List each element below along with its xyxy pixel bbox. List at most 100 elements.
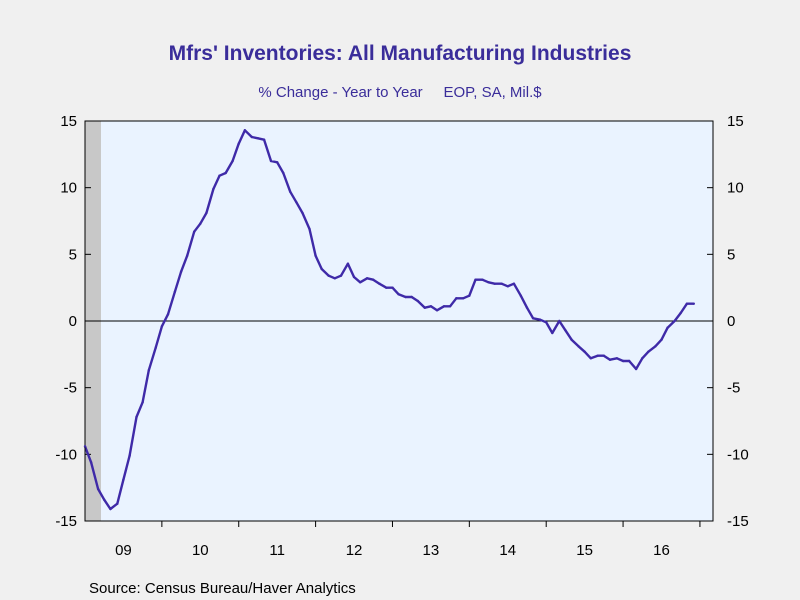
y-tick-label-right: -10 <box>727 446 749 463</box>
data-point <box>525 306 529 309</box>
data-point <box>519 294 522 297</box>
data-point <box>423 306 426 309</box>
y-tick-label-left: 5 <box>69 246 77 263</box>
y-tick-label-left: 0 <box>69 313 77 330</box>
data-point <box>545 321 548 324</box>
data-point <box>481 278 484 281</box>
data-point <box>429 305 433 308</box>
data-point <box>448 305 452 308</box>
data-point <box>179 270 183 273</box>
y-axis-left: 15 10 5 0 -5 -10 -15 <box>55 113 77 530</box>
y-tick-label-right: 15 <box>727 113 744 130</box>
y-tick-label-right: 5 <box>727 246 735 263</box>
data-point <box>596 354 599 357</box>
data-point <box>346 262 350 265</box>
data-point <box>628 359 631 363</box>
data-point <box>359 281 362 284</box>
data-point <box>308 227 311 231</box>
data-point <box>462 297 465 300</box>
data-point <box>660 338 663 341</box>
data-point <box>109 507 112 511</box>
data-point <box>205 211 208 215</box>
y-tick-label-left: 10 <box>60 180 77 197</box>
x-tick-label: 15 <box>576 542 593 559</box>
data-point <box>269 159 273 163</box>
data-point <box>679 311 682 315</box>
data-point <box>147 369 150 372</box>
y-tick-label-left: -5 <box>64 380 77 397</box>
data-point <box>122 478 125 481</box>
y-tick-label-right: 10 <box>727 180 744 197</box>
data-point <box>410 295 413 299</box>
data-point <box>621 359 625 363</box>
data-point <box>512 282 516 285</box>
data-point <box>685 302 689 305</box>
data-point <box>531 317 535 320</box>
data-point <box>333 277 336 280</box>
data-point <box>231 159 234 163</box>
data-point <box>474 278 477 281</box>
plot-frame <box>84 120 714 522</box>
data-point <box>301 211 304 215</box>
data-point <box>154 346 157 349</box>
data-point <box>339 274 343 277</box>
data-point <box>570 338 573 341</box>
data-point <box>295 201 298 204</box>
data-point <box>320 267 323 271</box>
data-point <box>173 290 177 293</box>
data-point <box>673 319 676 323</box>
data-point <box>103 498 106 501</box>
chart-subtitle: % Change - Year to Year EOP, SA, Mil.$ <box>258 84 542 101</box>
data-point <box>352 275 356 279</box>
data-point <box>224 171 227 175</box>
data-point <box>282 171 285 175</box>
data-point <box>583 350 586 353</box>
chart-title: Mfrs' Inventories: All Manufacturing Ind… <box>169 42 632 65</box>
data-point <box>666 326 669 329</box>
data-point <box>314 254 317 257</box>
data-point <box>615 357 619 360</box>
data-point <box>435 309 439 312</box>
x-tick-label: 16 <box>653 542 670 559</box>
data-point <box>237 142 240 145</box>
x-axis: 09 10 11 12 13 14 15 16 <box>115 542 670 559</box>
data-point <box>647 350 650 353</box>
data-point <box>416 299 419 303</box>
x-tick-label: 10 <box>192 542 209 559</box>
data-point <box>212 187 215 191</box>
data-point <box>602 354 605 357</box>
x-tick-label: 09 <box>115 542 132 559</box>
data-point <box>116 502 119 505</box>
data-point <box>193 230 196 233</box>
data-point <box>135 415 138 419</box>
data-point <box>276 161 279 164</box>
data-point <box>692 302 695 305</box>
y-tick-label-right: 0 <box>727 313 735 330</box>
data-point <box>327 274 330 277</box>
data-point <box>589 357 592 360</box>
data-point <box>378 282 381 285</box>
data-point <box>493 282 496 285</box>
data-point <box>262 138 266 141</box>
data-point <box>218 174 221 177</box>
data-point <box>404 295 407 299</box>
data-point <box>500 282 503 285</box>
y-tick-label-left: 15 <box>60 113 77 130</box>
data-point <box>455 297 458 300</box>
x-tick-label: 13 <box>423 542 440 559</box>
data-point <box>506 285 509 288</box>
data-point <box>551 331 554 335</box>
data-point <box>641 357 644 360</box>
data-point <box>634 367 638 371</box>
data-point <box>289 190 292 193</box>
data-point <box>256 137 260 140</box>
data-point <box>654 345 657 348</box>
data-point <box>166 313 170 316</box>
data-point <box>608 358 612 361</box>
data-point <box>391 286 394 289</box>
data-point <box>250 135 253 139</box>
data-point <box>372 278 375 281</box>
y-tick-label-left: -10 <box>55 446 77 463</box>
